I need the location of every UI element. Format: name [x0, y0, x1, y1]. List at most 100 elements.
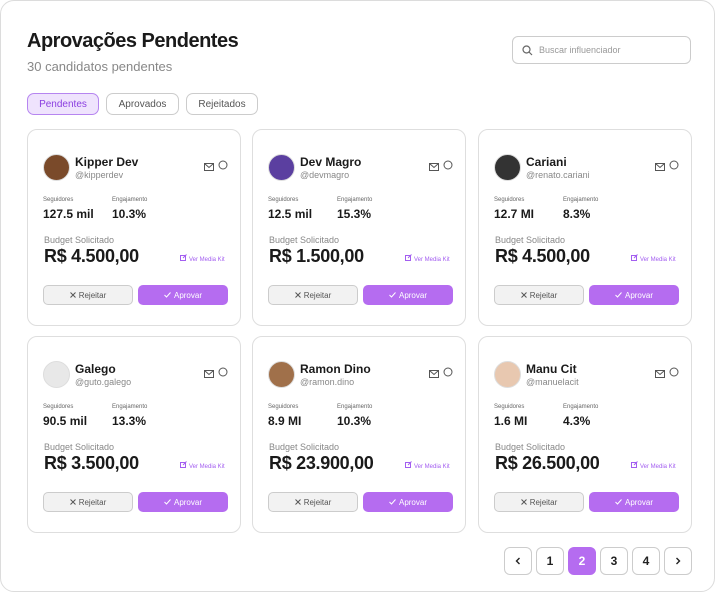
- approve-button[interactable]: Aprovar: [589, 285, 679, 305]
- handle: @ramon.dino: [300, 377, 355, 387]
- mail-icon[interactable]: [204, 365, 214, 383]
- mail-icon[interactable]: [655, 158, 665, 176]
- subtitle: 30 candidatos pendentes: [27, 59, 173, 74]
- followers: 8.9 MI: [268, 414, 302, 428]
- engagement-label: Engajamento: [337, 197, 373, 203]
- next-page[interactable]: [664, 547, 692, 575]
- followers: 1.6 MI: [494, 414, 528, 428]
- followers-label: Seguidores: [494, 197, 525, 203]
- handle: @kipperdev: [75, 170, 124, 180]
- title: Aprovações Pendentes: [27, 30, 239, 52]
- mail-icon[interactable]: [655, 365, 665, 383]
- name: Ramon Dino: [300, 362, 371, 376]
- name: Galego: [75, 362, 116, 376]
- whatsapp-icon[interactable]: [443, 364, 453, 382]
- followers: 12.7 MI: [494, 207, 535, 221]
- budget: R$ 4.500,00: [495, 246, 590, 266]
- name: Dev Magro: [300, 155, 362, 169]
- influencer-card: Galego @guto.galego Seguidores 90.5 mil Enga…: [27, 336, 241, 533]
- budget: R$ 4.500,00: [44, 246, 139, 266]
- whatsapp-icon[interactable]: [669, 157, 679, 175]
- engagement: 4.3%: [563, 414, 591, 428]
- budget: R$ 3.500,00: [44, 453, 139, 473]
- handle: @guto.galego: [75, 377, 132, 387]
- followers-label: Seguidores: [43, 197, 74, 203]
- followers: 12.5 mil: [268, 207, 313, 221]
- approve-button[interactable]: Aprovar: [363, 285, 453, 305]
- reject-button[interactable]: Rejeitar: [494, 285, 584, 305]
- avatar: [494, 154, 521, 181]
- media-kit-link[interactable]: Ver Media Kit: [631, 461, 676, 470]
- mail-icon[interactable]: [429, 158, 439, 176]
- reject-button[interactable]: Rejeitar: [268, 492, 358, 512]
- mail-icon[interactable]: [204, 158, 214, 176]
- engagement-label: Engajamento: [112, 404, 148, 410]
- engagement: 10.3%: [337, 414, 372, 428]
- page-button[interactable]: 3: [600, 547, 628, 575]
- engagement: 8.3%: [563, 207, 591, 221]
- handle: @renato.cariani: [526, 170, 590, 180]
- avatar: [494, 361, 521, 388]
- media-kit-link[interactable]: Ver Media Kit: [180, 461, 225, 470]
- influencer-card: Ramon Dino @ramon.dino Seguidores 8.9 MI Eng…: [252, 336, 466, 533]
- reject-button[interactable]: Rejeitar: [43, 492, 133, 512]
- followers-label: Seguidores: [268, 197, 299, 203]
- handle: @devmagro: [300, 170, 350, 180]
- followers-label: Seguidores: [268, 404, 299, 410]
- influencer-card: Dev Magro @devmagro Seguidores 12.5 mil Enga…: [252, 129, 466, 326]
- media-kit-link[interactable]: Ver Media Kit: [405, 254, 450, 263]
- search-icon: [522, 45, 533, 58]
- budget-label: Budget Solicitado: [495, 235, 566, 245]
- page-button[interactable]: 1: [536, 547, 564, 575]
- approve-button[interactable]: Aprovar: [589, 492, 679, 512]
- media-kit-link[interactable]: Ver Media Kit: [631, 254, 676, 263]
- budget-label: Budget Solicitado: [269, 235, 340, 245]
- budget: R$ 26.500,00: [495, 453, 600, 473]
- media-kit-link[interactable]: Ver Media Kit: [180, 254, 225, 263]
- approve-button[interactable]: Aprovar: [363, 492, 453, 512]
- handle: @manuelacit: [526, 377, 579, 387]
- tab[interactable]: Pendentes: [27, 93, 99, 115]
- avatar: [268, 154, 295, 181]
- followers: 127.5 mil: [43, 207, 94, 221]
- page-button[interactable]: 4: [632, 547, 660, 575]
- avatar: [43, 361, 70, 388]
- name: Cariani: [526, 155, 567, 169]
- engagement: 10.3%: [112, 207, 147, 221]
- engagement: 15.3%: [337, 207, 372, 221]
- media-kit-link[interactable]: Ver Media Kit: [405, 461, 450, 470]
- budget-label: Budget Solicitado: [44, 235, 115, 245]
- influencer-card: Manu Cit @manuelacit Seguidores 1.6 MI Engaj…: [478, 336, 692, 533]
- name: Manu Cit: [526, 362, 577, 376]
- tab[interactable]: Aprovados: [106, 93, 179, 115]
- whatsapp-icon[interactable]: [443, 157, 453, 175]
- name: Kipper Dev: [75, 155, 139, 169]
- budget-label: Budget Solicitado: [269, 442, 340, 452]
- tab[interactable]: Rejeitados: [186, 93, 258, 115]
- whatsapp-icon[interactable]: [218, 364, 228, 382]
- approve-button[interactable]: Aprovar: [138, 492, 228, 512]
- avatar: [268, 361, 295, 388]
- approve-button[interactable]: Aprovar: [138, 285, 228, 305]
- influencer-card: Kipper Dev @kipperdev Seguidores 127.5 mil E…: [27, 129, 241, 326]
- budget: R$ 1.500,00: [269, 246, 364, 266]
- search-box[interactable]: Buscar influenciador: [512, 36, 691, 64]
- page-button[interactable]: 2: [568, 547, 596, 575]
- engagement-label: Engajamento: [563, 404, 599, 410]
- engagement-label: Engajamento: [337, 404, 373, 410]
- engagement: 13.3%: [112, 414, 147, 428]
- whatsapp-icon[interactable]: [218, 157, 228, 175]
- reject-button[interactable]: Rejeitar: [43, 285, 133, 305]
- mail-icon[interactable]: [429, 365, 439, 383]
- prev-page[interactable]: [504, 547, 532, 575]
- engagement-label: Engajamento: [563, 197, 599, 203]
- budget-label: Budget Solicitado: [495, 442, 566, 452]
- followers-label: Seguidores: [494, 404, 525, 410]
- avatar: [43, 154, 70, 181]
- reject-button[interactable]: Rejeitar: [494, 492, 584, 512]
- reject-button[interactable]: Rejeitar: [268, 285, 358, 305]
- budget: R$ 23.900,00: [269, 453, 374, 473]
- whatsapp-icon[interactable]: [669, 364, 679, 382]
- engagement-label: Engajamento: [112, 197, 148, 203]
